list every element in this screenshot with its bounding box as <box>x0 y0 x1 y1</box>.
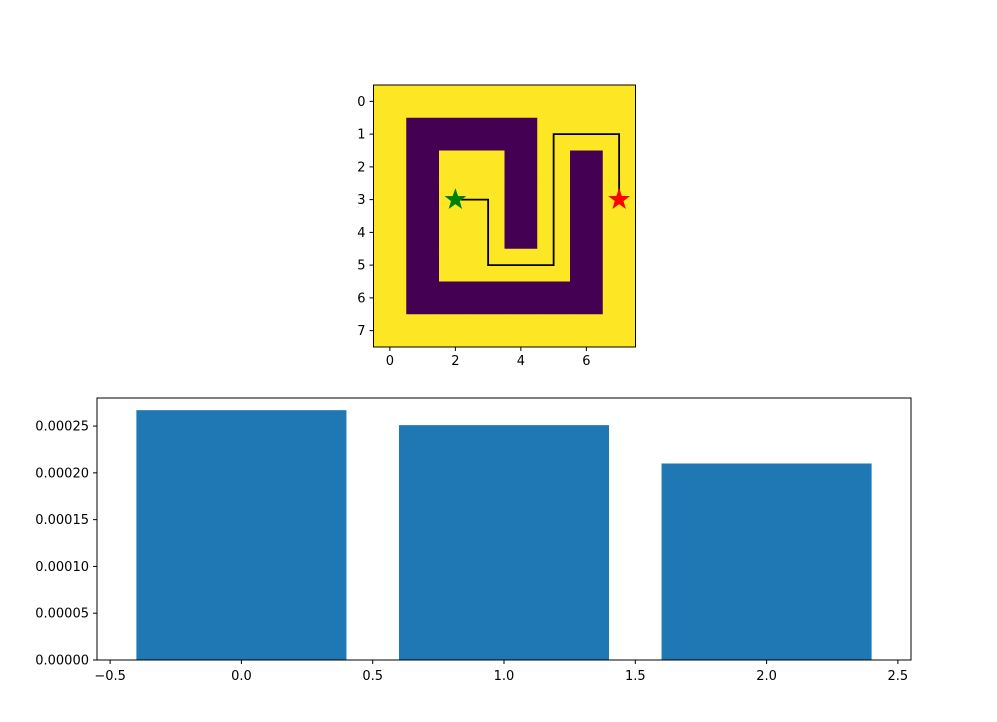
maze-cell <box>439 314 473 348</box>
maze-cell <box>406 314 440 348</box>
bar <box>661 463 872 660</box>
maze-cell <box>439 150 473 184</box>
maze-cell <box>439 216 473 250</box>
bar-series <box>136 410 872 660</box>
maze-cell <box>602 314 636 348</box>
maze-cell <box>373 183 407 217</box>
maze-cell <box>373 248 407 282</box>
maze-cell <box>570 314 604 348</box>
maze-cell <box>602 248 636 282</box>
y-tick-label: 3 <box>357 193 365 208</box>
maze-cell <box>373 281 407 315</box>
x-tick-label: 0 <box>386 354 394 369</box>
maze-cell <box>537 85 571 119</box>
maze-cell <box>373 314 407 348</box>
maze-cell <box>406 281 440 315</box>
maze-cell <box>570 183 604 217</box>
maze-cell <box>406 248 440 282</box>
maze-markers <box>444 188 631 209</box>
maze-x-axis: 0 2 4 6 <box>386 347 591 369</box>
goal-star-marker <box>608 188 631 209</box>
x-tick-label: 0.0 <box>231 669 252 684</box>
maze-cell <box>406 183 440 217</box>
y-tick-label: 0.00010 <box>35 560 89 575</box>
maze-cell <box>406 216 440 250</box>
maze-cell <box>537 281 571 315</box>
maze-cell <box>570 248 604 282</box>
maze-cell <box>504 117 538 151</box>
bar <box>398 425 610 660</box>
maze-grid <box>373 85 636 348</box>
maze-cell <box>373 150 407 184</box>
maze-cell <box>406 117 440 151</box>
maze-cell <box>570 150 604 184</box>
maze-cell <box>471 281 505 315</box>
maze-cell <box>570 85 604 119</box>
maze-cell <box>471 150 505 184</box>
maze-cell <box>602 216 636 250</box>
maze-cell <box>504 183 538 217</box>
y-tick-label: 0.00015 <box>35 513 89 528</box>
y-tick-label: 0.00005 <box>35 607 89 622</box>
maze-cell <box>406 150 440 184</box>
maze-cell <box>471 85 505 119</box>
maze-cell <box>570 216 604 250</box>
y-tick-label: 6 <box>357 291 365 306</box>
maze-cell <box>439 117 473 151</box>
y-tick-label: 1 <box>357 128 365 143</box>
maze-cell <box>373 216 407 250</box>
bar-y-axis: 0.00000 0.00005 0.00010 0.00015 0.00020 0.000… <box>35 420 97 669</box>
maze-cell <box>504 85 538 119</box>
maze-cell <box>373 85 407 119</box>
maze-y-axis: 0 1 2 3 4 5 6 7 <box>357 95 374 339</box>
x-tick-label: 2.0 <box>756 669 777 684</box>
y-tick-label: 5 <box>357 259 365 274</box>
maze-cell <box>439 248 473 282</box>
maze-cell <box>504 281 538 315</box>
maze-cell <box>439 281 473 315</box>
maze-cell <box>373 117 407 151</box>
maze-axes-frame <box>373 84 636 348</box>
maze-cell <box>537 314 571 348</box>
x-tick-label: 1.5 <box>625 669 646 684</box>
maze-plot: 0 2 4 6 0 1 2 3 4 5 6 7 <box>357 84 636 369</box>
x-tick-label: 4 <box>517 354 525 369</box>
x-tick-label: 1.0 <box>494 669 515 684</box>
maze-cell <box>602 85 636 119</box>
maze-cell <box>504 314 538 348</box>
maze-cell <box>504 150 538 184</box>
x-tick-label: 6 <box>582 354 590 369</box>
bar <box>136 410 347 660</box>
maze-cell <box>439 85 473 119</box>
y-tick-label: 4 <box>357 226 365 241</box>
x-tick-label: −0.5 <box>94 669 126 684</box>
maze-cell <box>406 85 440 119</box>
y-tick-label: 0.00000 <box>35 654 89 669</box>
y-tick-label: 7 <box>357 324 365 339</box>
maze-cell <box>570 281 604 315</box>
y-tick-label: 2 <box>357 160 365 175</box>
x-tick-label: 2.5 <box>888 669 909 684</box>
maze-cell <box>471 314 505 348</box>
start-star-marker <box>444 188 467 209</box>
y-tick-label: 0 <box>357 95 365 110</box>
solution-path <box>455 133 621 267</box>
x-tick-label: 2 <box>451 354 459 369</box>
maze-cell <box>602 281 636 315</box>
x-tick-label: 0.5 <box>362 669 383 684</box>
maze-cell <box>504 216 538 250</box>
y-tick-label: 0.00020 <box>35 466 89 481</box>
y-tick-label: 0.00025 <box>35 420 89 435</box>
bar-plot: −0.5 0.0 0.5 1.0 1.5 2.0 2.5 0.000000.000050.0… <box>35 397 912 684</box>
bar-x-axis: −0.5 0.0 0.5 1.0 1.5 2.0 2.5 <box>94 660 908 684</box>
maze-cell <box>471 117 505 151</box>
